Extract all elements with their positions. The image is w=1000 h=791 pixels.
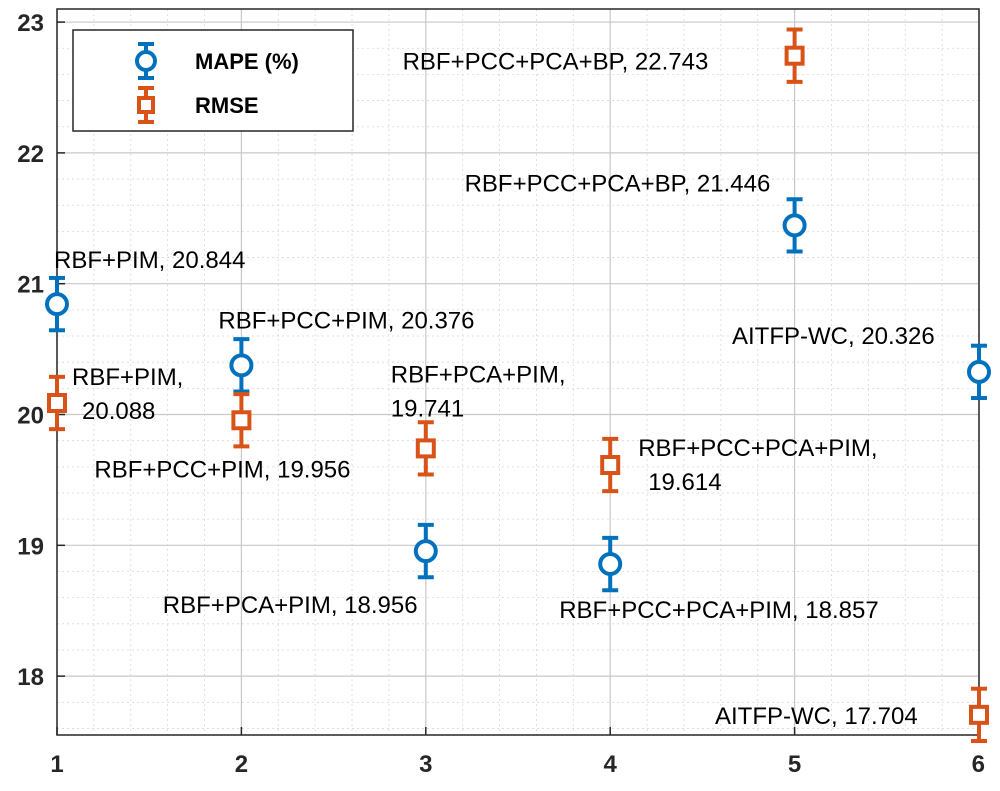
rmse-data-label-line: RBF+PCC+PCA+BP, 22.743 [403,49,709,76]
legend-mape-label: MAPE (%) [195,49,299,74]
rmse-data-label: RBF+PCC+PCA+PIM, 19.614 [638,435,877,496]
mape-circle-marker [967,359,991,384]
mape-data-label: RBF+PCC+PCA+BP, 21.446 [465,170,771,197]
rmse-data-label: AITFP-WC, 17.704 [715,703,918,730]
rmse-square-marker [231,410,252,431]
x-tick-label: 2 [235,751,248,778]
mape-data-label: RBF+PCA+PIM, 18.956 [163,592,418,619]
legend-box [72,29,354,132]
rmse-data-label-line: RBF+PCC+PCA+PIM, [638,435,877,462]
data-labels: RBF+PIM, 20.844 RBF+PCC+PIM, 20.376 RBF+PC… [54,49,935,730]
mape-circle-marker [229,353,254,378]
mape-data-label: AITFP-WC, 20.326 [732,323,935,350]
x-tick-label: 1 [50,751,63,778]
legend-rmse-label: RMSE [195,93,259,118]
legend-rmse-square-icon [137,96,155,114]
legend: MAPE (%) RMSE [72,29,354,132]
x-tick-label: 3 [419,751,432,778]
rmse-square-marker [784,45,805,66]
mape-circle-marker [782,213,807,238]
legend-mape-circle-icon [135,50,157,72]
mape-data-label: RBF+PCC+PIM, 20.376 [218,307,474,334]
y-tick-label: 19 [17,533,44,560]
rmse-data-label-line: RBF+PCA+PIM, [391,361,566,388]
rmse-data-label: RBF+PCC+PCA+BP, 22.743 [403,49,709,76]
rmse-data-label-line: 19.741 [391,395,464,422]
rmse-data-label: RBF+PIM, 20.088 [72,364,183,425]
y-tick-label: 21 [17,272,44,299]
x-tick-label: 5 [788,751,801,778]
rmse-square-marker [600,455,621,476]
rmse-data-label-line: RBF+PCC+PIM, 19.956 [94,456,350,483]
x-tick-label: 6 [972,751,985,778]
y-tick-label: 23 [17,10,44,37]
rmse-square-marker [415,438,436,459]
y-tick-label: 20 [17,403,44,430]
rmse-data-label-line: 19.614 [648,469,721,496]
grid [56,9,980,735]
rmse-data-label-line: 20.088 [82,398,155,425]
mape-circle-marker [413,539,438,564]
rmse-data-label: RBF+PCC+PIM, 19.956 [94,456,350,483]
rmse-square-marker [47,393,67,414]
y-tick-label: 22 [17,141,44,168]
rmse-data-label-line: RBF+PIM, [72,364,183,391]
mape-circle-marker [45,292,69,317]
rmse-data-label-line: AITFP-WC, 17.704 [715,703,918,730]
mape-data-label: RBF+PCC+PCA+PIM, 18.857 [559,597,878,624]
rmse-square-marker [969,704,989,725]
mape-circle-marker [598,552,623,577]
rmse-data-label: RBF+PCA+PIM, 19.741 [391,361,566,422]
data-marks [45,27,991,744]
y-tick-label: 18 [17,664,44,691]
x-tick-label: 4 [604,751,618,778]
mape-data-label: RBF+PIM, 20.844 [54,247,245,274]
